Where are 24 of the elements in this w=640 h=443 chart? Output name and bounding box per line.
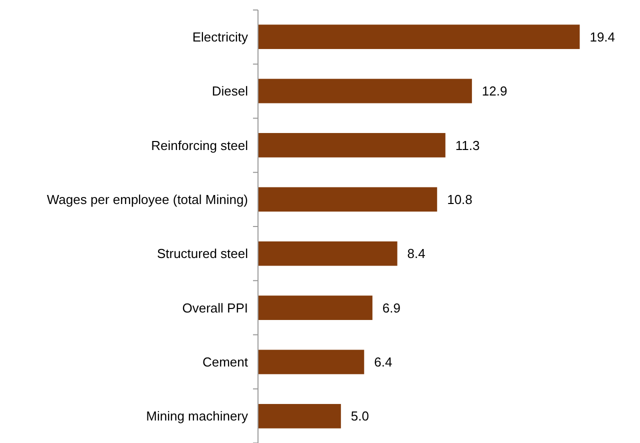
- data-label: 12.9: [482, 84, 508, 99]
- data-label: 11.3: [455, 138, 480, 153]
- bar: [258, 404, 341, 428]
- data-label: 5.0: [350, 408, 369, 424]
- y-tick-label: Electricity: [192, 29, 248, 44]
- bar: [258, 296, 372, 320]
- y-tick-label: Overall PPI: [182, 300, 248, 316]
- bar: [258, 78, 472, 104]
- bar: [258, 133, 446, 158]
- y-tick-label: Structured steel: [156, 246, 248, 262]
- bar: [258, 24, 580, 50]
- data-label: 6.9: [382, 300, 401, 316]
- y-tick-label: Mining machinery: [146, 408, 248, 424]
- data-label: 10.8: [447, 192, 472, 207]
- y-tick-label: Reinforcing steel: [151, 138, 248, 153]
- y-tick-label: Diesel: [212, 84, 248, 99]
- bar: [258, 187, 438, 212]
- y-tick-label: Wages per employee (total Mining): [46, 192, 248, 207]
- data-label: 8.4: [407, 246, 426, 262]
- data-label: 6.4: [374, 354, 392, 370]
- bar: [258, 241, 398, 266]
- bar: [258, 350, 364, 374]
- data-label: 19.4: [590, 29, 616, 44]
- y-tick-label: Cement: [202, 354, 248, 370]
